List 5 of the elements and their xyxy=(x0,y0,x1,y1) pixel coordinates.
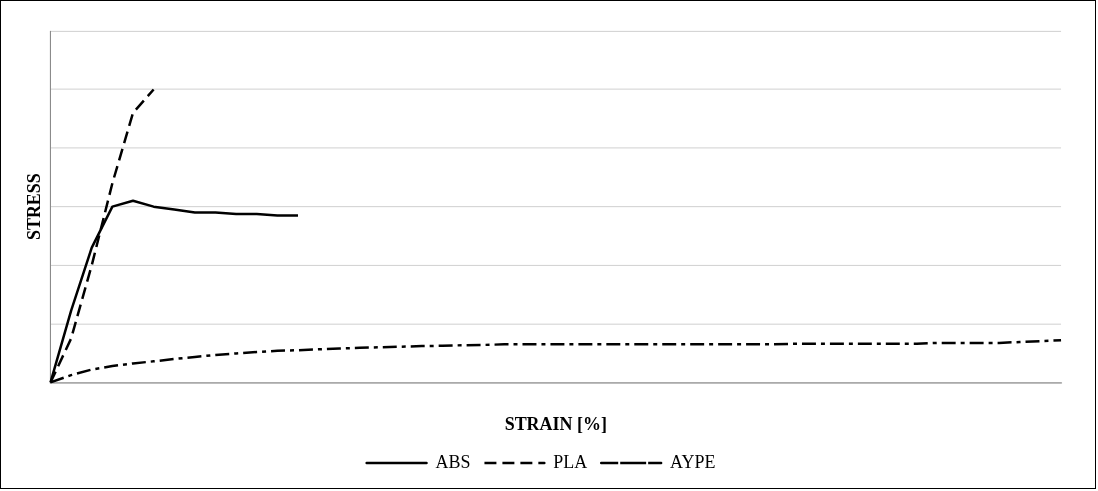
x-axis-title: STRAIN [%] xyxy=(504,414,607,435)
legend-label: ABS xyxy=(435,451,471,472)
y-axis-title: STRESS xyxy=(24,173,45,241)
legend-label: AYPE xyxy=(670,451,716,472)
legend-label: PLA xyxy=(553,451,588,472)
